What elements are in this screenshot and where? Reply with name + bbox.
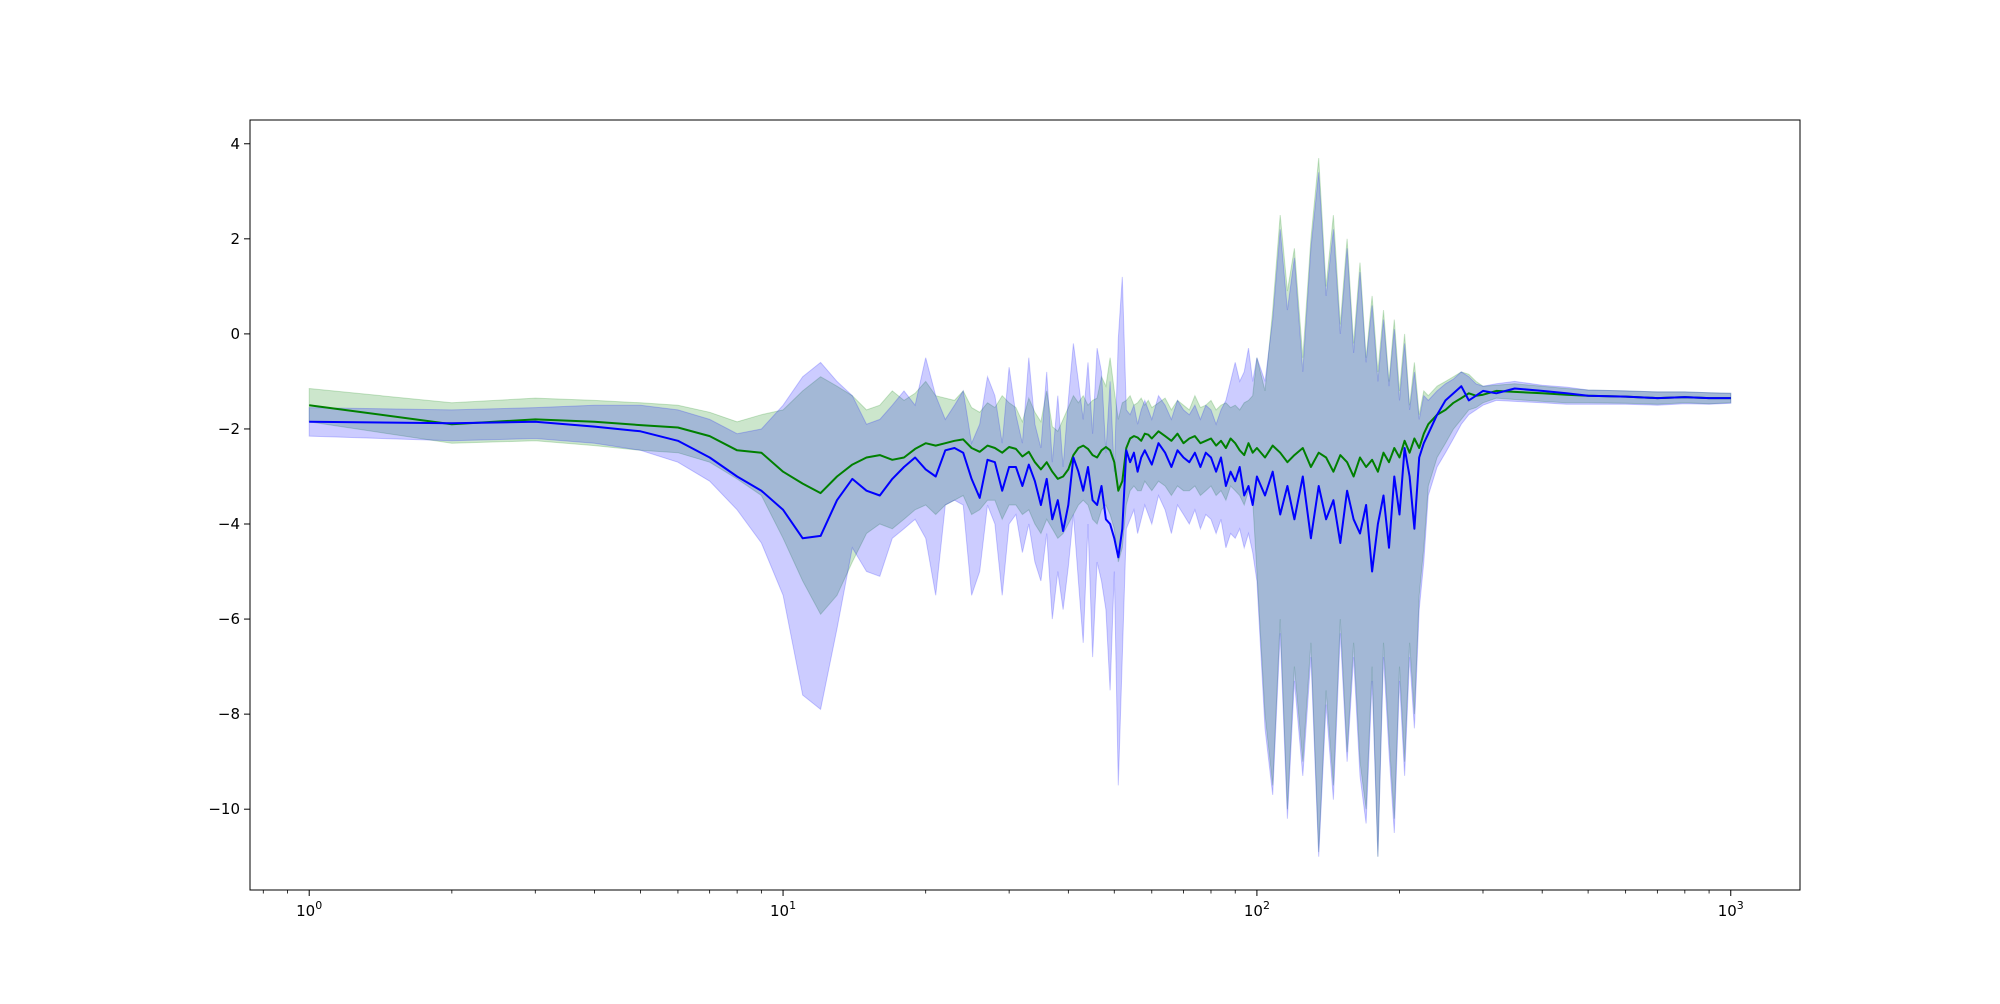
y-tick-label: 2 xyxy=(230,230,240,248)
series-2-line xyxy=(309,385,1731,573)
y-tick-label: 4 xyxy=(230,135,240,153)
y-tick-label: −6 xyxy=(218,610,240,628)
y-axis: 4 2 0 −2 −4 −6 −8 −10 xyxy=(208,135,250,818)
y-tick-label: −8 xyxy=(218,705,240,723)
series-2-band xyxy=(308,172,1732,857)
x-axis: 100 101 102 103 xyxy=(262,890,1744,920)
lines-layer xyxy=(309,385,1731,573)
x-tick-label: 103 xyxy=(1718,899,1744,920)
x-tick-label: 102 xyxy=(1244,899,1270,920)
y-tick-label: 0 xyxy=(230,325,240,343)
y-tick-label: −4 xyxy=(218,515,240,533)
series-1-line xyxy=(309,389,1731,495)
plot-background xyxy=(250,120,1800,890)
bands-layer xyxy=(308,157,1732,857)
x-tick-label: 101 xyxy=(770,899,796,920)
y-tick-label: −10 xyxy=(208,800,240,818)
series-1-band xyxy=(308,157,1732,857)
x-tick-label: 100 xyxy=(296,899,322,920)
plot-frame xyxy=(249,119,1801,891)
y-tick-label: −2 xyxy=(218,420,240,438)
